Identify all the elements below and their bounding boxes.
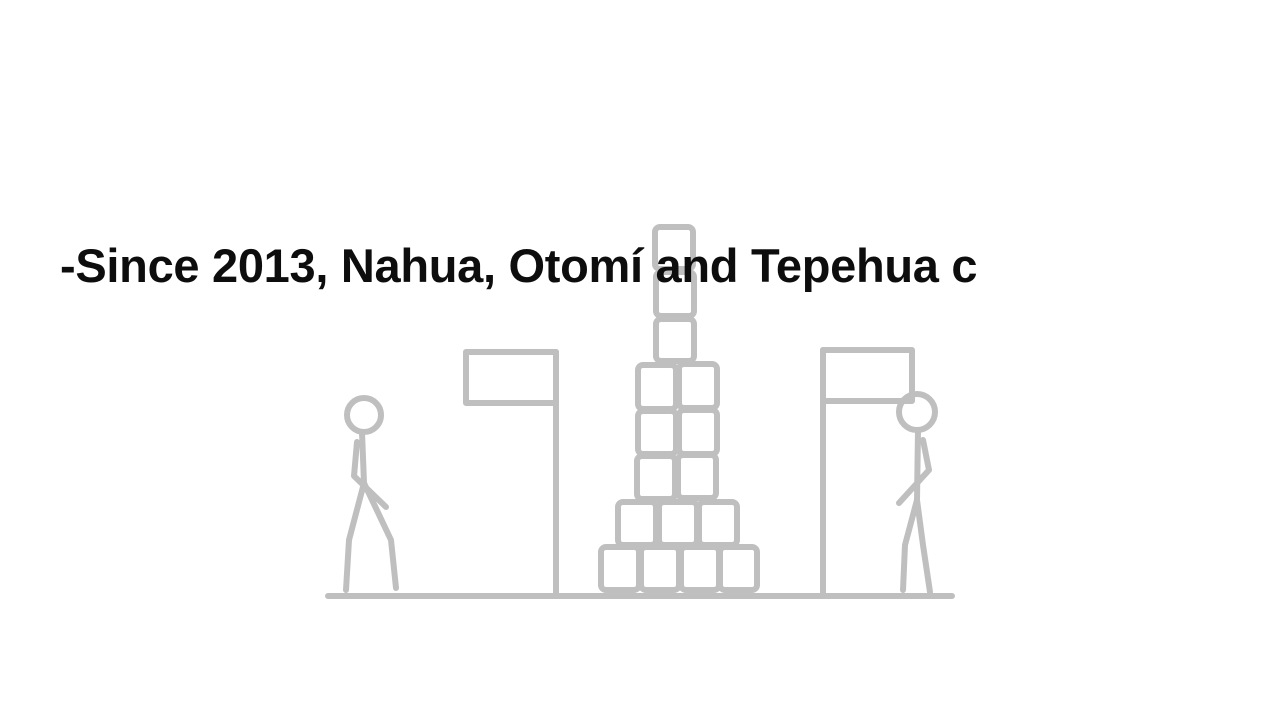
right-figure-head bbox=[896, 391, 938, 433]
right-figure-body bbox=[896, 427, 933, 595]
left-flag bbox=[463, 349, 559, 599]
tower-block bbox=[615, 499, 659, 548]
tower-block bbox=[676, 407, 720, 457]
left-figure-body bbox=[343, 429, 399, 593]
tower-block bbox=[675, 452, 719, 501]
right-flag bbox=[820, 347, 915, 599]
tower-block bbox=[676, 361, 720, 411]
tower-block bbox=[717, 544, 760, 593]
tower-block bbox=[656, 499, 700, 548]
tower-block bbox=[678, 544, 722, 593]
tower-block bbox=[635, 362, 679, 412]
tower-block bbox=[598, 544, 642, 593]
left-figure-head bbox=[344, 395, 384, 435]
left-stick-figure bbox=[343, 395, 399, 593]
block-tower bbox=[598, 224, 760, 593]
slide-caption: -Since 2013, Nahua, Otomí and Tepehua c bbox=[60, 239, 978, 292]
tower-block bbox=[696, 499, 740, 548]
right-flag-banner bbox=[820, 347, 915, 404]
tower-block bbox=[635, 408, 679, 457]
left-flag-banner bbox=[463, 349, 559, 406]
tower-block bbox=[653, 316, 697, 364]
right-stick-figure bbox=[896, 391, 938, 595]
tower-block bbox=[634, 453, 678, 502]
tower-block bbox=[638, 544, 682, 593]
